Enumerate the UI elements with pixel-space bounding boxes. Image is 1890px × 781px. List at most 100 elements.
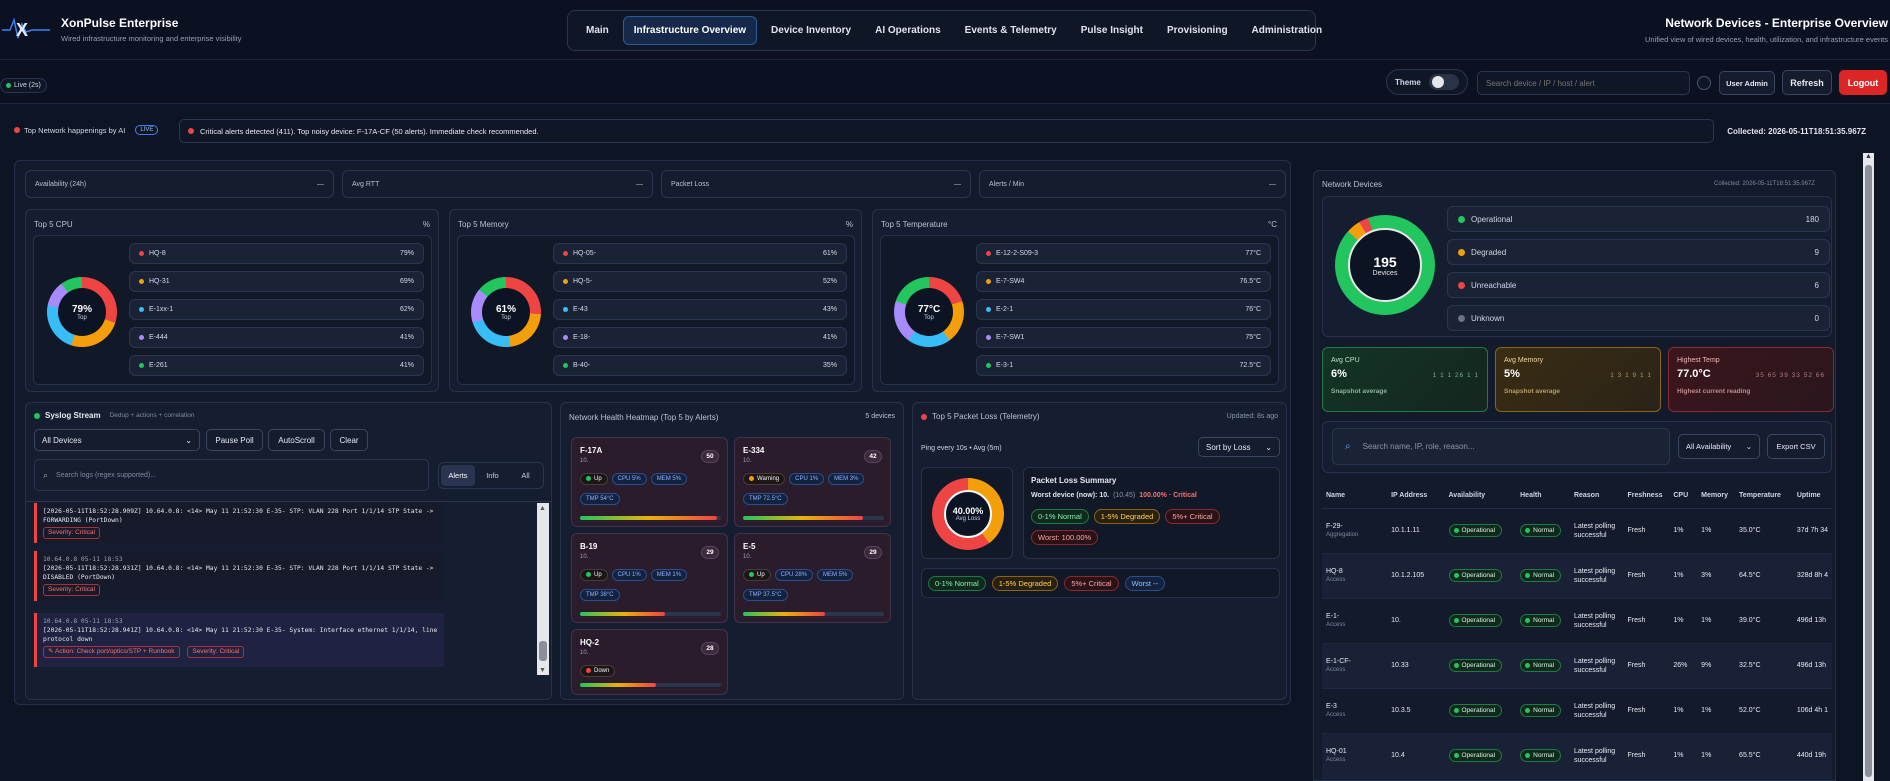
column-header[interactable]: Name bbox=[1322, 484, 1388, 509]
refresh-button[interactable]: Refresh bbox=[1782, 70, 1832, 95]
table-row[interactable]: HQ-01 Access 10.4 Operational Normal Late… bbox=[1322, 733, 1832, 779]
list-item[interactable]: E-12-2-S09-3 77°C bbox=[976, 243, 1271, 264]
cpu-tag: CPU 1% bbox=[611, 569, 647, 582]
summary-title: Packet Loss Summary bbox=[1031, 476, 1117, 485]
tab-infrastructure-overview[interactable]: Infrastructure Overview bbox=[622, 16, 758, 45]
device-ip[interactable]: 10.33 bbox=[1387, 643, 1445, 689]
level-info[interactable]: Info bbox=[486, 471, 499, 480]
column-header[interactable]: Freshness bbox=[1623, 484, 1670, 509]
device-ip[interactable]: 10. bbox=[1387, 598, 1445, 644]
device-ip[interactable]: 10.3.5 bbox=[1387, 688, 1445, 734]
status-degraded[interactable]: Degraded 9 bbox=[1447, 239, 1830, 265]
tab-events-telemetry[interactable]: Events & Telemetry bbox=[964, 25, 1057, 36]
device-name[interactable]: E-1- bbox=[1326, 613, 1340, 620]
list-item[interactable]: B-40- 35% bbox=[553, 355, 847, 376]
loss-chips: 0-1% Normal 1-5% Degraded 5%+ Critical bbox=[1031, 509, 1220, 524]
memory-donut: 61% Top bbox=[471, 277, 541, 347]
ai-ticker: Top Network happenings by AI LIVE bbox=[14, 125, 159, 135]
column-header[interactable]: Memory bbox=[1697, 484, 1736, 509]
heatmap-device-card[interactable]: B-19 10. 29 Up CPU 1% MEM 1% TMP 38°C bbox=[571, 533, 728, 623]
device-name[interactable]: E-1-CF- bbox=[1326, 658, 1351, 665]
tab-provisioning[interactable]: Provisioning bbox=[1166, 25, 1228, 36]
theme-toggle[interactable]: Theme bbox=[1386, 69, 1468, 95]
card-title: Top 5 CPU bbox=[34, 220, 73, 229]
heatmap-device-card[interactable]: F-17A 10. 50 Up CPU 5% MEM 5% TMP 54°C bbox=[571, 437, 728, 527]
tab-ai-operations[interactable]: AI Operations bbox=[875, 25, 941, 36]
donut-center-sub: Top bbox=[77, 314, 87, 321]
list-item[interactable]: E-7-SW1 75°C bbox=[976, 327, 1271, 348]
log-search-field[interactable]: ⌕ Search logs (regex supported)... bbox=[34, 459, 429, 491]
level-alerts[interactable]: Alerts bbox=[441, 465, 475, 486]
list-item[interactable]: E-2-1 76°C bbox=[976, 299, 1271, 320]
list-item[interactable]: E-3-1 72.5°C bbox=[976, 355, 1271, 376]
user-menu-button[interactable]: User Admin bbox=[1719, 71, 1775, 95]
tab-administration[interactable]: Administration bbox=[1251, 25, 1323, 36]
list-item[interactable]: HQ-05- 61% bbox=[553, 243, 847, 264]
log-entry[interactable]: 10.64.0.8 05-11 18:53 [2026-05-11T18:52:… bbox=[34, 613, 444, 667]
action-badge[interactable]: ✎ Action: Check port/optics/STP + Runboo… bbox=[43, 646, 180, 658]
heatmap-device-card[interactable]: E-5 10. 29 Up CPU 28% MEM 5% TMP 37.5°C bbox=[734, 533, 891, 623]
device-filter-select[interactable]: All Devices ⌄ bbox=[34, 429, 200, 451]
column-header[interactable]: Availability bbox=[1444, 484, 1517, 509]
device-name[interactable]: HQ-8 bbox=[1326, 568, 1343, 575]
status-unknown[interactable]: Unknown 0 bbox=[1447, 305, 1830, 331]
device-ip[interactable]: 10.1.1.11 bbox=[1387, 508, 1445, 554]
level-all[interactable]: All bbox=[521, 471, 530, 480]
list-item[interactable]: HQ-8 79% bbox=[129, 243, 424, 264]
tab-pulse-insight[interactable]: Pulse Insight bbox=[1080, 25, 1143, 36]
table-row[interactable]: E-3 Access 10.3.5 Operational Normal Late… bbox=[1322, 688, 1832, 734]
list-item[interactable]: E-1xx-1 62% bbox=[129, 299, 424, 320]
device-search-input[interactable]: ⌕ Search name, IP, role, reason... bbox=[1332, 428, 1670, 465]
table-row[interactable]: HQ-8 Access 10.1.2.105 Operational Normal… bbox=[1322, 553, 1832, 599]
availability-filter-select[interactable]: All Availability ⌄ bbox=[1678, 434, 1760, 459]
table-row[interactable]: F-29- Aggregation 10.1.1.11 Operational N… bbox=[1322, 508, 1832, 554]
column-header[interactable]: IP Address bbox=[1387, 484, 1445, 509]
list-item[interactable]: E-444 41% bbox=[129, 327, 424, 348]
column-header[interactable]: Reason bbox=[1569, 484, 1624, 509]
status-unreachable[interactable]: Unreachable 6 bbox=[1447, 272, 1830, 298]
list-item[interactable]: E-43 43% bbox=[553, 299, 847, 320]
table-row[interactable]: E-1-CF- Access 10.33 Operational Normal L… bbox=[1322, 643, 1832, 689]
log-entry[interactable]: 10.64.0.8 05-11 18:53 [2026-05-11T18:52:… bbox=[34, 551, 444, 601]
heatmap-device-ip: 10. bbox=[580, 650, 589, 656]
tab-device-inventory[interactable]: Device Inventory bbox=[771, 25, 852, 36]
column-header[interactable]: Temperature bbox=[1735, 484, 1793, 509]
device-total-label: Devices bbox=[1372, 269, 1398, 277]
table-row[interactable]: E-1- Access 10. Operational Normal Latest… bbox=[1322, 598, 1832, 644]
global-search-input[interactable] bbox=[1477, 71, 1690, 95]
device-name[interactable]: E-3 bbox=[1326, 703, 1337, 710]
reason-text: Latest polling successful bbox=[1569, 688, 1624, 734]
temperature-value: 35.0°C bbox=[1735, 508, 1793, 554]
device-status-tag: Down bbox=[580, 665, 616, 678]
clear-button[interactable]: Clear bbox=[330, 429, 368, 451]
pause-poll-button[interactable]: Pause Poll bbox=[206, 429, 263, 451]
list-item[interactable]: HQ-5- 52% bbox=[553, 271, 847, 292]
severity-badge: Severity: Critical bbox=[43, 527, 100, 539]
ticker-message: Critical alerts detected (411). Top nois… bbox=[200, 126, 539, 136]
log-scrollbar[interactable]: ▲ ▼ bbox=[537, 503, 549, 675]
uptime-value: 37d 7h 34 bbox=[1792, 508, 1832, 554]
device-status-tag: Warning bbox=[743, 473, 786, 486]
theme-switch[interactable] bbox=[1428, 74, 1459, 90]
log-entry[interactable]: [2026-05-11T18:52:28.909Z] 10.64.0.8: <1… bbox=[34, 503, 444, 543]
list-item[interactable]: E-18- 41% bbox=[553, 327, 847, 348]
list-item[interactable]: E-7-SW4 76.5°C bbox=[976, 271, 1271, 292]
sort-select[interactable]: Sort by Loss ⌄ bbox=[1198, 437, 1280, 457]
autoscroll-button[interactable]: AutoScroll bbox=[268, 429, 325, 451]
heatmap-device-card[interactable]: HQ-2 10. 28 Down bbox=[571, 629, 728, 695]
column-header[interactable]: CPU bbox=[1669, 484, 1698, 509]
device-ip[interactable]: 10.1.2.105 bbox=[1387, 553, 1445, 599]
logout-button[interactable]: Logout bbox=[1839, 70, 1887, 95]
list-item[interactable]: HQ-31 69% bbox=[129, 271, 424, 292]
heatmap-device-card[interactable]: E-334 10. 42 Warning CPU 1% MEM 3% TMP 7… bbox=[734, 437, 891, 527]
column-header[interactable]: Uptime bbox=[1792, 484, 1832, 509]
tab-main[interactable]: Main bbox=[586, 25, 609, 36]
device-ip[interactable]: 10.4 bbox=[1387, 733, 1445, 779]
export-csv-button[interactable]: Export CSV bbox=[1767, 434, 1825, 459]
column-header[interactable]: Health bbox=[1516, 484, 1570, 509]
page-scrollbar[interactable]: ▲ bbox=[1863, 153, 1874, 781]
list-item[interactable]: E-261 41% bbox=[129, 355, 424, 376]
device-name[interactable]: HQ-01 bbox=[1326, 748, 1347, 755]
device-name[interactable]: F-29- bbox=[1326, 523, 1343, 530]
status-operational[interactable]: Operational 180 bbox=[1447, 206, 1830, 232]
